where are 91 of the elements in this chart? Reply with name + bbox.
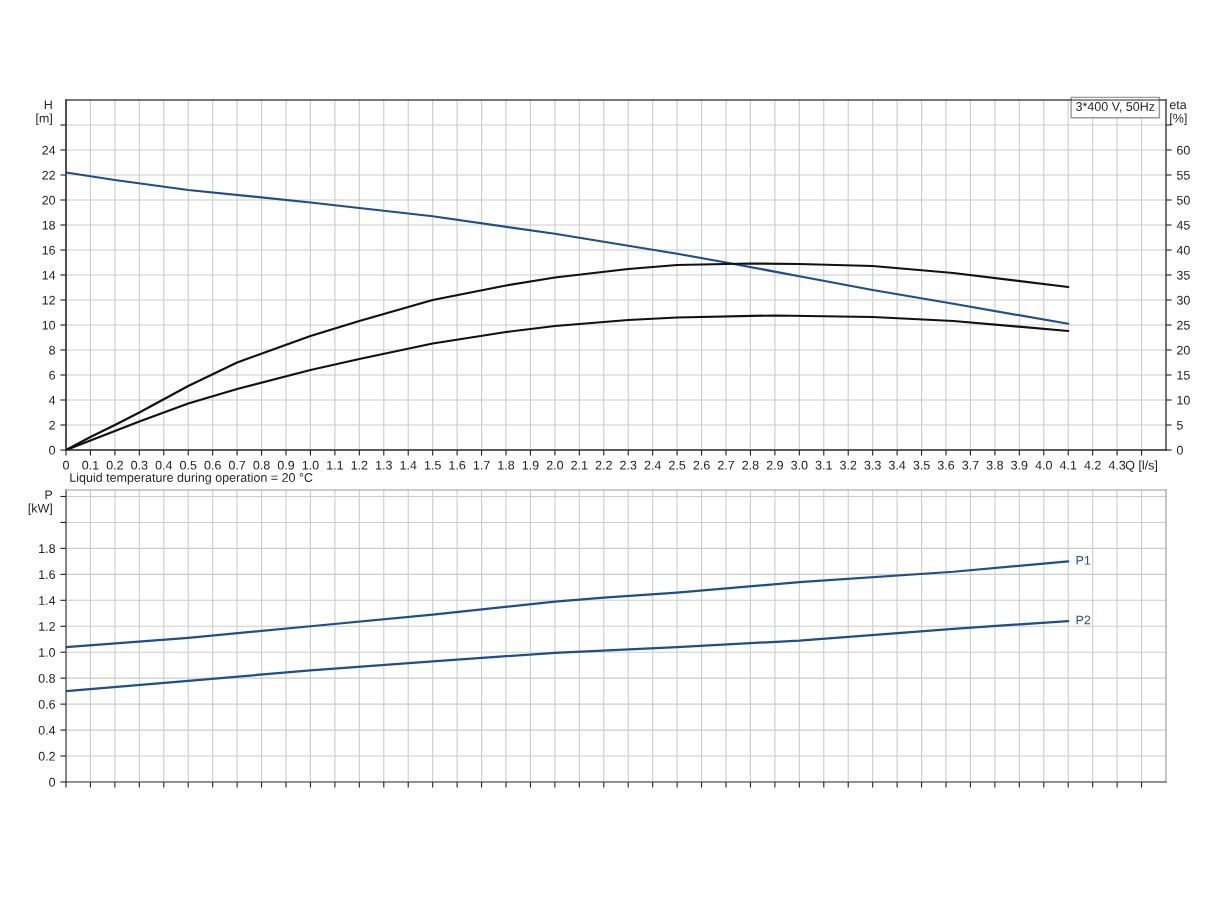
y-axis-title: P [kW] [28,490,53,516]
y-tick-label: 22 [42,170,55,180]
x-tick-label: 1.1 [327,460,343,470]
y-tick-label: 1.8 [39,544,56,554]
y2-tick-label: 50 [1176,195,1190,205]
series-label: P1 [1076,556,1091,565]
y-tick-label: 8 [49,345,56,355]
y-tick-label: 1.2 [39,622,55,631]
x-tick-label: 2.4 [644,460,661,470]
text: Liquid temperature during operation = 20 °C [70,472,313,485]
y-tick-label: 0 [49,445,56,455]
y-tick-label: 24 [42,145,56,155]
x-tick-label: 2.6 [693,460,710,470]
y2-tick-label: 60 [1177,145,1190,155]
x-tick-label: 0.5 [180,460,197,470]
x-tick-label: 1.5 [424,460,441,470]
x-tick-label: 2.2 [595,460,612,470]
y-tick-label: 18 [42,220,56,230]
line-series [66,619,1070,693]
x-tick-label: 3.1 [815,460,832,470]
x-tick-label: 0.3 [131,460,148,470]
y-tick-label: 1.6 [39,570,56,580]
x-tick-label: 1.3 [376,460,392,470]
x-tick-label: 2.9 [766,460,783,470]
x-tick-label: 1.4 [400,460,417,470]
y-tick-label: 0.8 [38,673,56,683]
x-tick-label: 0.6 [204,460,221,470]
y2-tick-label: 15 [1177,370,1190,380]
x-tick-label: Q [l/s] [1125,460,1157,473]
y2-tick-label: 30 [1176,295,1190,305]
y-tick-label: 0.4 [38,725,56,735]
x-tick-label: 1.0 [302,460,319,470]
x-tick-label: 3.7 [962,460,979,470]
y2-tick-label: 20 [1177,345,1190,355]
x-tick-label: 3.4 [888,460,906,470]
y-tick-label: 2 [49,420,55,430]
y2-tick-label: 40 [1176,245,1190,255]
x-tick-label: 2.1 [571,460,588,470]
x-tick-label: 4.0 [1035,460,1052,470]
y-tick-label: 1.0 [39,648,56,657]
series-label: P2 [1076,615,1091,625]
x-tick-label: 3.9 [1011,460,1028,470]
x-tick-label: 0.9 [277,460,295,470]
x-tick-label: 0.2 [106,460,123,470]
y2-tick-label: 25 [1177,320,1190,330]
annotation: 3*400 V, 50Hz [1076,102,1155,113]
y-tick-label: 1.4 [39,596,56,605]
x-tick-label: 1.9 [522,460,539,470]
x-tick-label: 3.6 [937,460,955,470]
line-series [66,171,1070,325]
x-tick-label: 0.4 [155,460,173,470]
y2-tick-label: 5 [1176,420,1183,430]
x-tick-label: 4.1 [1059,460,1077,470]
x-tick-label: 4.3 [1108,460,1126,470]
x-tick-label: 3.5 [913,460,930,470]
line-series [66,560,1070,649]
y-tick-label: 0 [49,777,56,787]
x-tick-label: 0.8 [253,460,270,470]
x-tick-label: 1.8 [498,460,515,470]
x-tick-label: 4.2 [1084,460,1101,470]
y-tick-label: 6 [49,370,56,380]
y-tick-label: 0.2 [38,751,55,761]
y-tick-label: 14 [42,270,56,280]
y-axis-title: H [m] [36,100,52,126]
x-tick-label: 3.2 [840,460,857,470]
x-tick-label: 0.1 [82,460,99,470]
y2-tick-label: 45 [1176,220,1190,230]
y2-tick-label: 10 [1177,395,1190,405]
y-tick-label: 16 [42,245,56,255]
x-tick-label: 0 [63,460,69,470]
y2-axis-title: eta [%] [1169,100,1187,126]
x-tick-label: 2.5 [669,460,686,470]
y2-tick-label: 55 [1176,170,1190,180]
x-tick-label: 2.8 [742,460,759,470]
x-tick-label: 3.0 [791,460,808,470]
x-tick-label: 0.7 [228,460,246,470]
y-tick-label: 4 [48,395,56,405]
x-tick-label: 2.3 [620,460,637,470]
x-tick-label: 3.8 [986,460,1004,470]
y-tick-label: 0.6 [38,699,56,709]
x-tick-label: 2.7 [717,460,735,470]
x-tick-label: 1.2 [351,460,368,470]
y-tick-label: 10 [42,320,56,330]
x-tick-label: 3.3 [864,460,881,470]
y-tick-label: 12 [42,295,55,305]
y-tick-label: 20 [42,195,56,205]
x-tick-label: 1.6 [449,460,466,470]
y2-tick-label: 35 [1176,270,1190,280]
x-tick-label: 2.0 [546,460,564,470]
x-tick-label: 1.7 [473,460,490,470]
y2-tick-label: 0 [1176,445,1183,455]
